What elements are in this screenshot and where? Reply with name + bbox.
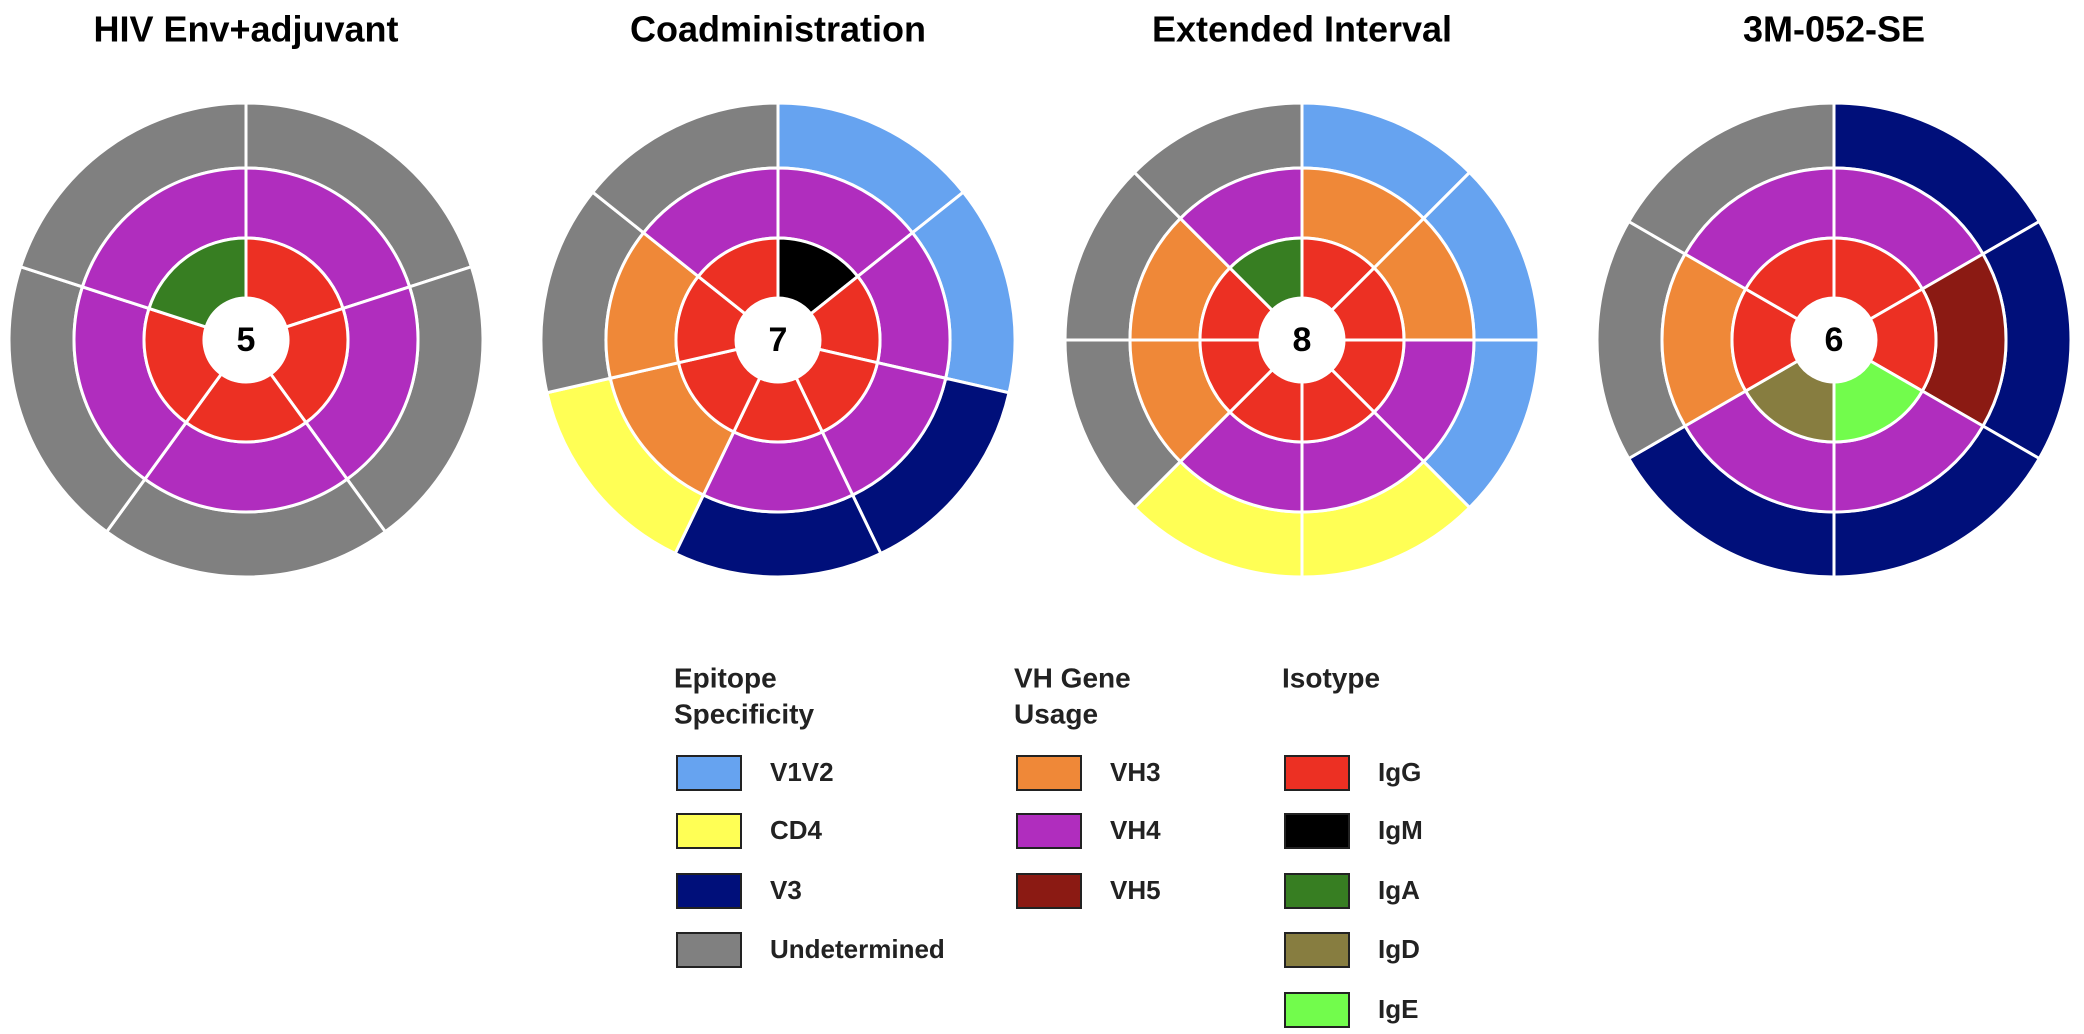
donut-chart-4: 3M-052-SE 6	[1595, 9, 2073, 579]
legend-swatch	[1284, 932, 1350, 968]
legend-group-2: VH Gene Usage VH3 VH4 VH5	[1014, 662, 1161, 909]
legend-label: CD4	[770, 815, 823, 845]
chart-title: HIV Env+adjuvant	[93, 9, 398, 50]
chart-title: Coadministration	[630, 9, 926, 50]
legend: Epitope Specificity V1V2 CD4 V3 Undetermined V…	[674, 662, 1423, 1028]
legend-swatch	[676, 873, 742, 909]
chart-title: 3M-052-SE	[1743, 9, 1925, 50]
legend-swatch	[1284, 755, 1350, 791]
donut-chart-2: Coadministration 7	[539, 9, 1017, 579]
legend-swatch	[676, 932, 742, 968]
legend-swatch	[676, 755, 742, 791]
legend-label: IgE	[1378, 994, 1418, 1024]
chart-title: Extended Interval	[1152, 9, 1452, 50]
legend-group-3: Isotype IgG IgM IgA IgD IgE	[1282, 662, 1423, 1028]
legend-swatch	[1284, 873, 1350, 909]
legend-swatch	[1016, 873, 1082, 909]
legend-label: V3	[770, 875, 802, 905]
legend-heading: Isotype	[1282, 662, 1380, 693]
legend-label: VH3	[1110, 757, 1161, 787]
legend-label: IgD	[1378, 934, 1420, 964]
legend-label: VH4	[1110, 815, 1161, 845]
legend-swatch	[1016, 813, 1082, 849]
legend-swatch	[1284, 992, 1350, 1028]
legend-heading: VH Gene	[1014, 662, 1131, 693]
center-hole	[1792, 298, 1876, 382]
legend-swatch	[1284, 813, 1350, 849]
center-hole	[204, 298, 288, 382]
legend-heading: Epitope	[674, 662, 777, 693]
legend-swatch	[1016, 755, 1082, 791]
center-count: 5	[237, 321, 256, 359]
center-count: 6	[1825, 321, 1844, 359]
donut-chart-3: Extended Interval 8	[1063, 9, 1541, 579]
legend-label: VH5	[1110, 875, 1161, 905]
legend-group-1: Epitope Specificity V1V2 CD4 V3 Undetermined	[674, 662, 945, 968]
center-count: 7	[769, 321, 788, 359]
center-hole	[736, 298, 820, 382]
legend-label: IgG	[1378, 757, 1421, 787]
legend-label: IgM	[1378, 815, 1423, 845]
legend-heading: Usage	[1014, 698, 1098, 729]
legend-heading: Specificity	[674, 698, 814, 729]
legend-label: V1V2	[770, 757, 834, 787]
donut-chart-1: HIV Env+adjuvant 5	[7, 9, 485, 579]
center-count: 8	[1293, 321, 1312, 359]
isotype-segment	[696, 236, 780, 316]
center-hole	[1260, 298, 1344, 382]
legend-label: IgA	[1378, 875, 1420, 905]
legend-swatch	[676, 813, 742, 849]
legend-label: Undetermined	[770, 934, 945, 964]
